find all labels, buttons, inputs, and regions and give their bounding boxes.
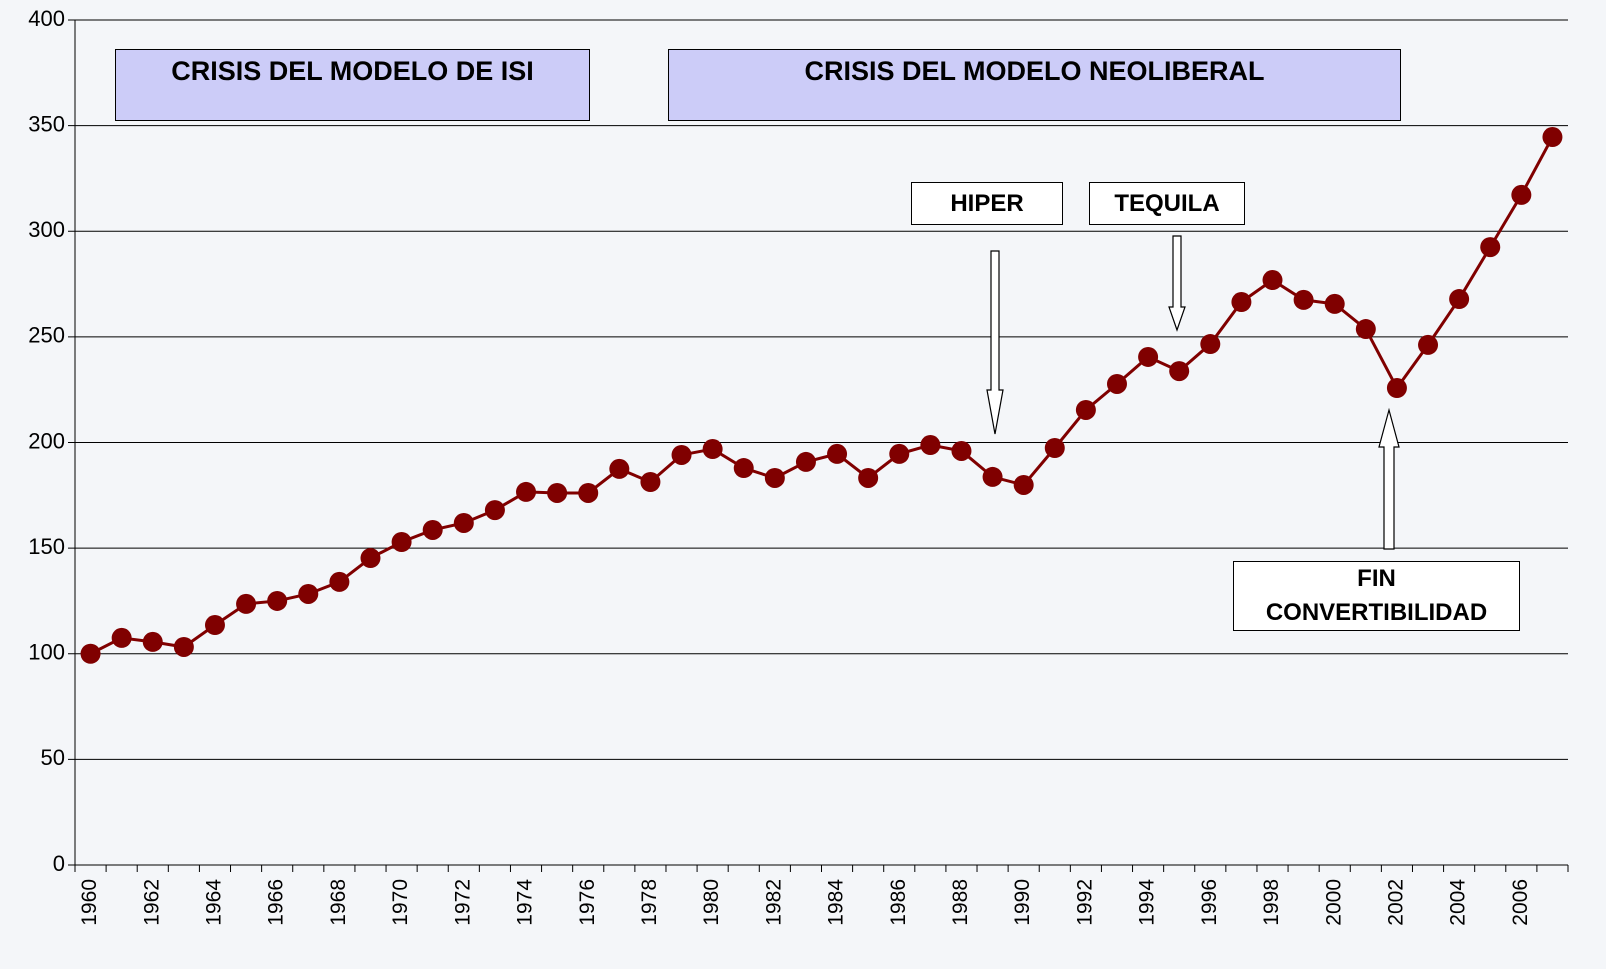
x-tick-label: 1968 [327, 879, 350, 926]
data-point [204, 615, 225, 636]
data-point [609, 458, 630, 479]
tequila-arrow [1168, 235, 1186, 332]
data-point [1138, 346, 1159, 367]
data-point [1013, 474, 1034, 495]
x-tick-label: 2000 [1322, 879, 1345, 926]
data-point [702, 439, 723, 460]
data-point [1511, 184, 1532, 205]
data-point [578, 482, 599, 503]
data-point [142, 631, 163, 652]
data-point [951, 440, 972, 461]
y-tick-label: 150 [28, 534, 65, 559]
y-tick-label: 400 [28, 6, 65, 31]
data-point [889, 443, 910, 464]
y-tick-label: 50 [41, 745, 65, 770]
annotation: CRISIS DEL MODELO DE ISI [171, 56, 534, 86]
x-tick-label: 1964 [203, 879, 226, 926]
data-point [1449, 289, 1470, 310]
data-point [1231, 292, 1252, 313]
hiper-arrow [986, 250, 1004, 435]
annotation: TEQUILA [1114, 189, 1220, 217]
data-point [920, 435, 941, 456]
x-tick-label: 1982 [762, 879, 785, 926]
data-point [764, 467, 785, 488]
x-tick-label: 1990 [1011, 879, 1034, 926]
data-point [391, 531, 412, 552]
data-point [640, 472, 661, 493]
arrows [986, 235, 1400, 550]
x-tick-label: 2006 [1509, 879, 1532, 926]
data-point [1480, 237, 1501, 258]
data-point [1044, 437, 1065, 458]
data-point [1075, 399, 1096, 420]
y-tick-label: 350 [28, 111, 65, 136]
x-tick-label: 1974 [514, 879, 537, 926]
y-tick-label: 0 [53, 851, 65, 876]
x-tick-label: 1980 [700, 879, 723, 926]
x-tick-label: 1992 [1073, 879, 1096, 926]
x-tick-label: 1986 [887, 879, 910, 926]
data-point [111, 627, 132, 648]
y-tick-label: 100 [28, 640, 65, 665]
data-point [795, 451, 816, 472]
data-point [547, 482, 568, 503]
data-point [360, 548, 381, 569]
annotation-box: TEQUILA [1089, 182, 1245, 225]
data-point [173, 636, 194, 657]
annotation: FIN CONVERTIBILIDAD [1265, 565, 1488, 626]
y-tick-label: 200 [28, 428, 65, 453]
data-point [1200, 334, 1221, 355]
data-point [1542, 127, 1563, 148]
data-point [298, 583, 319, 604]
data-point [827, 443, 848, 464]
data-point [1355, 319, 1376, 340]
data-point [80, 643, 101, 664]
x-tick-label: 1962 [140, 879, 163, 926]
x-tick-label: 1976 [576, 879, 599, 926]
annotation-box: HIPER [911, 182, 1063, 225]
data-point [733, 458, 754, 479]
x-tick-label: 1988 [949, 879, 972, 926]
annotation-box: CRISIS DEL MODELO DE ISI [115, 49, 590, 121]
data-point [1262, 270, 1283, 291]
data-point [858, 467, 879, 488]
data-point [329, 571, 350, 592]
x-tick-label: 1966 [265, 879, 288, 926]
data-point [1386, 377, 1407, 398]
fin-arrow [1378, 407, 1400, 550]
x-tick-label: 1972 [451, 879, 474, 926]
y-tick-label: 250 [28, 323, 65, 348]
data-point [422, 519, 443, 540]
data-point [484, 500, 505, 521]
x-tick-label: 1984 [825, 879, 848, 926]
data-point [1293, 289, 1314, 310]
annotation-box: FIN CONVERTIBILIDAD [1233, 561, 1520, 631]
x-tick-label: 1960 [78, 879, 101, 926]
data-point [1169, 361, 1190, 382]
data-point [1418, 334, 1439, 355]
x-tick-label: 1996 [1198, 879, 1221, 926]
x-tick-label: 1998 [1260, 879, 1283, 926]
annotation-box: CRISIS DEL MODELO NEOLIBERAL [668, 49, 1401, 121]
data-point [516, 481, 537, 502]
data-point [982, 466, 1003, 487]
x-tick-label: 1970 [389, 879, 412, 926]
x-tick-label: 2002 [1384, 879, 1407, 926]
data-point [1324, 293, 1345, 314]
data-point [267, 590, 288, 611]
data-point [1106, 373, 1127, 394]
data-point [236, 593, 257, 614]
x-tick-label: 1994 [1136, 879, 1159, 926]
data-point [453, 512, 474, 533]
annotation: HIPER [950, 189, 1024, 217]
x-tick-label: 1978 [638, 879, 661, 926]
y-tick-label: 300 [28, 217, 65, 242]
data-point [671, 444, 692, 465]
x-tick-label: 2004 [1447, 879, 1470, 926]
annotation: CRISIS DEL MODELO NEOLIBERAL [804, 56, 1265, 86]
